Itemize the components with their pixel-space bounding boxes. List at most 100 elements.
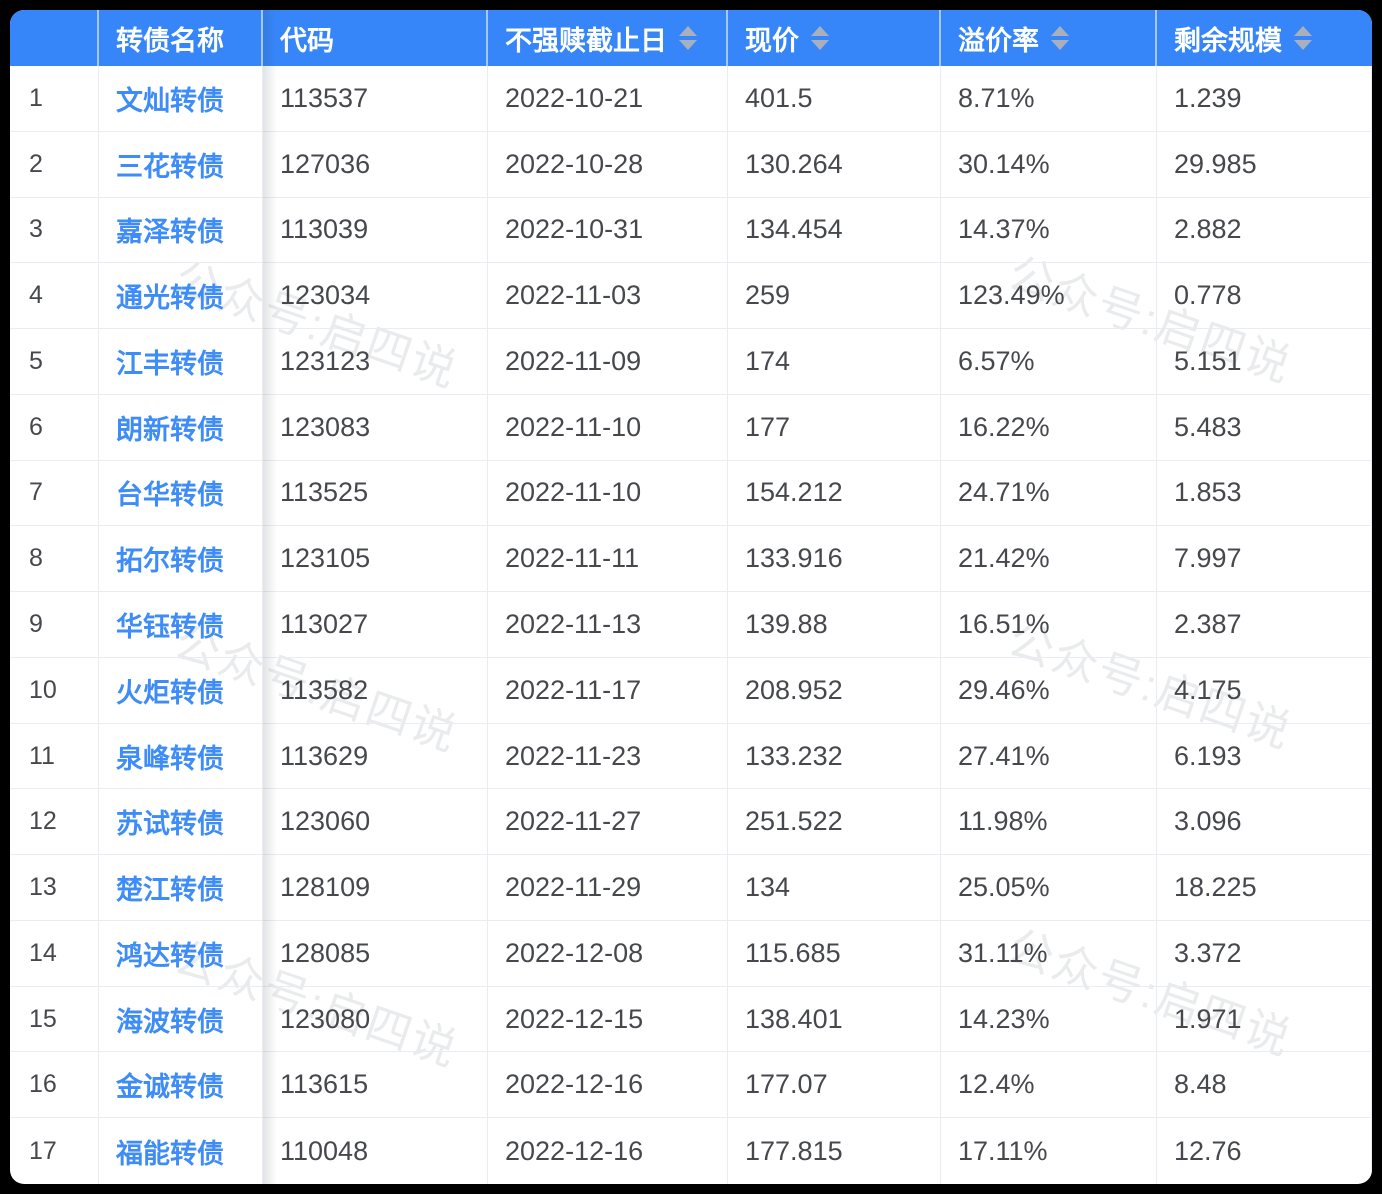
premium-rate-cell: 14.37% <box>941 197 1157 264</box>
deadline-cell: 2022-10-31 <box>488 197 728 264</box>
price-cell: 401.5 <box>728 66 941 132</box>
premium-rate-cell: 30.14% <box>941 131 1157 198</box>
bond-code-cell: 123080 <box>263 986 488 1053</box>
table-row: 13 楚江转债 128109 2022-11-29 134 25.05% 18.225 <box>10 855 1372 921</box>
table-row: 3 嘉泽转债 113039 2022-10-31 134.454 14.37% 2.882 <box>10 197 1372 264</box>
price-cell: 134 <box>728 855 941 921</box>
row-index-cell: 4 <box>10 263 99 330</box>
bond-name-link[interactable]: 金诚转债 <box>99 1052 263 1119</box>
table-row: 5 江丰转债 123123 2022-11-09 174 6.57% 5.151 <box>10 329 1372 395</box>
table-row: 17 福能转债 110048 2022-12-16 177.815 17.11% 12.76 <box>10 1118 1372 1184</box>
remaining-scale-cell: 4.175 <box>1157 657 1372 724</box>
deadline-cell: 2022-11-17 <box>488 657 728 724</box>
row-index-cell: 1 <box>10 66 99 132</box>
bond-code-cell: 113039 <box>263 197 488 264</box>
deadline-cell: 2022-11-09 <box>488 329 728 395</box>
premium-rate-cell: 11.98% <box>941 789 1157 856</box>
table-row: 6 朗新转债 123083 2022-11-10 177 16.22% 5.483 <box>10 394 1372 461</box>
premium-rate-cell: 24.71% <box>941 460 1157 527</box>
table-row: 15 海波转债 123080 2022-12-15 138.401 14.23% 1.971 <box>10 986 1372 1053</box>
sort-ascending-icon <box>679 26 697 36</box>
bond-name-link[interactable]: 楚江转债 <box>99 855 263 921</box>
price-cell: 259 <box>728 263 941 330</box>
premium-rate-cell: 16.51% <box>941 592 1157 658</box>
bond-name-link[interactable]: 朗新转债 <box>99 394 263 461</box>
row-index-cell: 16 <box>10 1052 99 1119</box>
deadline-cell: 2022-11-10 <box>488 460 728 527</box>
price-cell: 174 <box>728 329 941 395</box>
bond-code-cell: 127036 <box>263 131 488 198</box>
row-index-cell: 13 <box>10 855 99 921</box>
bond-name-link[interactable]: 鸿达转债 <box>99 920 263 987</box>
price-cell: 134.454 <box>728 197 941 264</box>
sort-icon[interactable] <box>1051 26 1069 50</box>
sort-descending-icon <box>679 40 697 50</box>
bond-code-cell: 123034 <box>263 263 488 330</box>
table-header-row: 转债名称 代码 不强赎截止日 现价 溢价率 剩余规模 <box>10 10 1372 66</box>
bond-code-cell: 113582 <box>263 657 488 724</box>
remaining-scale-cell: 1.971 <box>1157 986 1372 1053</box>
price-cell: 208.952 <box>728 657 941 724</box>
premium-rate-cell: 31.11% <box>941 920 1157 987</box>
column-header-premium[interactable]: 溢价率 <box>941 10 1157 66</box>
table-row: 10 火炬转债 113582 2022-11-17 208.952 29.46% 4.175 <box>10 657 1372 724</box>
column-header-label: 溢价率 <box>958 25 1039 56</box>
price-cell: 177 <box>728 394 941 461</box>
column-header-remaining[interactable]: 剩余规模 <box>1157 10 1372 66</box>
premium-rate-cell: 8.71% <box>941 66 1157 132</box>
column-header-price[interactable]: 现价 <box>728 10 941 66</box>
column-header-deadline[interactable]: 不强赎截止日 <box>488 10 728 66</box>
column-header-label: 不强赎截止日 <box>505 25 667 56</box>
sort-icon[interactable] <box>1294 26 1312 50</box>
bond-code-cell: 123083 <box>263 394 488 461</box>
bond-name-link[interactable]: 文灿转债 <box>99 66 263 132</box>
remaining-scale-cell: 2.882 <box>1157 197 1372 264</box>
bond-name-link[interactable]: 通光转债 <box>99 263 263 330</box>
bond-name-link[interactable]: 苏试转债 <box>99 789 263 856</box>
remaining-scale-cell: 5.483 <box>1157 394 1372 461</box>
premium-rate-cell: 16.22% <box>941 394 1157 461</box>
premium-rate-cell: 21.42% <box>941 526 1157 593</box>
bond-name-link[interactable]: 泉峰转债 <box>99 723 263 790</box>
sort-descending-icon <box>1051 40 1069 50</box>
sort-descending-icon <box>1294 40 1312 50</box>
table-row: 2 三花转债 127036 2022-10-28 130.264 30.14% 29.985 <box>10 131 1372 198</box>
remaining-scale-cell: 12.76 <box>1157 1118 1372 1184</box>
bond-code-cell: 123105 <box>263 526 488 593</box>
sort-icon[interactable] <box>679 26 697 50</box>
column-header-index <box>10 10 99 66</box>
bond-name-link[interactable]: 华钰转债 <box>99 592 263 658</box>
table-row: 8 拓尔转债 123105 2022-11-11 133.916 21.42% 7.997 <box>10 526 1372 593</box>
premium-rate-cell: 27.41% <box>941 723 1157 790</box>
row-index-cell: 5 <box>10 329 99 395</box>
row-index-cell: 8 <box>10 526 99 593</box>
row-index-cell: 11 <box>10 723 99 790</box>
row-index-cell: 3 <box>10 197 99 264</box>
deadline-cell: 2022-10-28 <box>488 131 728 198</box>
bond-name-link[interactable]: 拓尔转债 <box>99 526 263 593</box>
deadline-cell: 2022-11-23 <box>488 723 728 790</box>
bond-code-cell: 110048 <box>263 1118 488 1184</box>
deadline-cell: 2022-12-08 <box>488 920 728 987</box>
bond-code-cell: 113629 <box>263 723 488 790</box>
remaining-scale-cell: 6.193 <box>1157 723 1372 790</box>
bond-name-link[interactable]: 海波转债 <box>99 986 263 1053</box>
bond-code-cell: 113525 <box>263 460 488 527</box>
bond-name-link[interactable]: 三花转债 <box>99 131 263 198</box>
deadline-cell: 2022-12-16 <box>488 1052 728 1119</box>
bond-name-link[interactable]: 火炬转债 <box>99 657 263 724</box>
price-cell: 154.212 <box>728 460 941 527</box>
sort-icon[interactable] <box>811 26 829 50</box>
bond-name-link[interactable]: 嘉泽转债 <box>99 197 263 264</box>
column-header-label: 剩余规模 <box>1174 25 1282 56</box>
bond-name-link[interactable]: 福能转债 <box>99 1118 263 1184</box>
price-cell: 251.522 <box>728 789 941 856</box>
bond-code-cell: 113027 <box>263 592 488 658</box>
table-row: 9 华钰转债 113027 2022-11-13 139.88 16.51% 2.387 <box>10 592 1372 658</box>
bond-name-link[interactable]: 江丰转债 <box>99 329 263 395</box>
row-index-cell: 2 <box>10 131 99 198</box>
remaining-scale-cell: 3.096 <box>1157 789 1372 856</box>
premium-rate-cell: 14.23% <box>941 986 1157 1053</box>
bond-name-link[interactable]: 台华转债 <box>99 460 263 527</box>
